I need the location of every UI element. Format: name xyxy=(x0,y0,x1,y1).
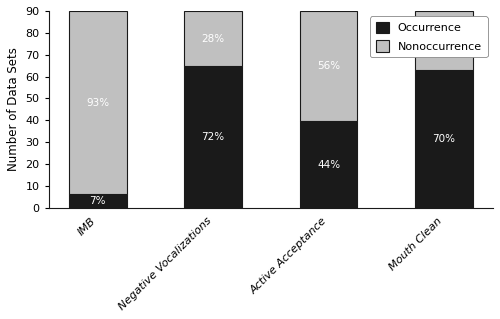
Y-axis label: Number of Data Sets: Number of Data Sets xyxy=(7,48,20,171)
Bar xyxy=(300,11,358,121)
Text: 30%: 30% xyxy=(432,35,456,46)
Bar xyxy=(69,194,126,208)
Text: 93%: 93% xyxy=(86,98,110,108)
Legend: Occurrence, Nonoccurrence: Occurrence, Nonoccurrence xyxy=(370,17,488,57)
Text: 28%: 28% xyxy=(202,33,224,43)
Bar xyxy=(415,11,473,70)
Bar xyxy=(300,121,358,208)
Bar xyxy=(69,11,126,194)
Bar xyxy=(415,70,473,208)
Text: 70%: 70% xyxy=(432,134,456,144)
Bar xyxy=(184,66,242,208)
Text: 44%: 44% xyxy=(317,160,340,170)
Bar xyxy=(184,11,242,66)
Text: 56%: 56% xyxy=(317,61,340,71)
Text: 7%: 7% xyxy=(90,196,106,206)
Text: 72%: 72% xyxy=(202,132,224,142)
